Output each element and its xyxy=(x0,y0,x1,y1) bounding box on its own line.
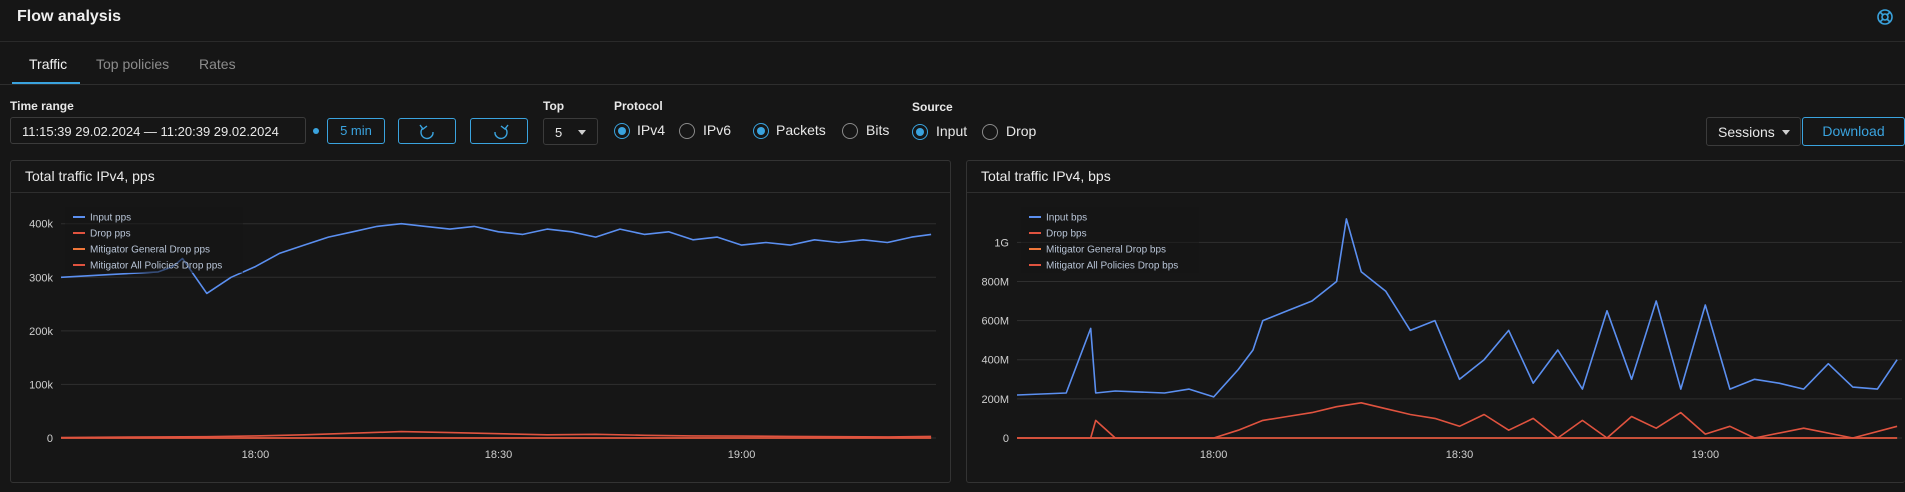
legend-entry: Input bps xyxy=(1046,213,1087,224)
series-line-1 xyxy=(60,430,932,439)
radio-input[interactable] xyxy=(912,124,928,140)
time-range-input[interactable]: 11:15:39 29.02.2024 — 11:20:39 29.02.202… xyxy=(10,117,306,144)
radio-bits-label: Bits xyxy=(866,122,890,138)
y-tick-label: 1G xyxy=(994,237,1009,249)
active-tab-indicator xyxy=(12,82,80,84)
app-header: Flow analysis xyxy=(0,0,1905,42)
panel-divider xyxy=(11,192,950,193)
chart-title: Total traffic IPv4, pps xyxy=(25,168,155,184)
legend-entry: Input pps xyxy=(90,213,131,224)
undo-button[interactable] xyxy=(398,118,456,144)
series-line-1 xyxy=(1017,402,1898,439)
y-tick-label: 200M xyxy=(981,394,1009,406)
chart-title: Total traffic IPv4, bps xyxy=(981,168,1111,184)
legend-entry: Mitigator General Drop pps xyxy=(90,245,210,256)
series-line-0 xyxy=(1016,218,1898,398)
radio-bits[interactable] xyxy=(842,123,858,139)
radio-drop-label: Drop xyxy=(1006,123,1037,139)
redo-icon xyxy=(494,124,509,140)
top-select-value: 5 xyxy=(555,125,563,140)
radio-ipv4-label: IPv4 xyxy=(637,122,666,138)
y-tick-label: 600M xyxy=(981,316,1009,328)
legend-entry: Mitigator All Policies Drop bps xyxy=(1046,261,1178,272)
source-label: Source xyxy=(912,100,953,114)
tab-bar: Traffic Top policies Rates xyxy=(0,43,1905,85)
series-line-0 xyxy=(60,222,932,295)
x-tick-label: 18:30 xyxy=(1446,449,1474,461)
x-tick-label: 18:00 xyxy=(242,449,270,461)
legend-entry: Drop bps xyxy=(1046,229,1087,240)
y-tick-label: 0 xyxy=(1003,433,1009,445)
x-tick-label: 19:00 xyxy=(1692,449,1720,461)
protocol-label: Protocol xyxy=(614,99,663,113)
x-tick-label: 18:00 xyxy=(1200,449,1228,461)
legend-box xyxy=(1021,207,1199,273)
sessions-dropdown[interactable]: Sessions xyxy=(1706,117,1801,146)
x-tick-label: 19:00 xyxy=(728,449,756,461)
chart-panel-bps: Total traffic IPv4, bps 0 200M 400M 600M 800… xyxy=(966,160,1905,483)
chart-pps-plot: 0 100k 200k 300k 400k 18:00 18:30 19:00 Input pp… xyxy=(29,207,936,461)
panel-divider xyxy=(967,192,1905,193)
legend-entry: Mitigator All Policies Drop pps xyxy=(90,261,222,272)
legend-entry: Drop pps xyxy=(90,229,131,240)
live-indicator-dot xyxy=(313,128,319,134)
radio-ipv4[interactable] xyxy=(614,123,630,139)
y-tick-label: 0 xyxy=(47,433,53,445)
radio-input-label: Input xyxy=(936,123,968,139)
radio-packets-label: Packets xyxy=(776,122,826,138)
y-tick-label: 300k xyxy=(29,272,53,284)
y-tick-label: 800M xyxy=(981,276,1009,288)
tab-top-policies[interactable]: Top policies xyxy=(96,56,170,72)
redo-button[interactable] xyxy=(470,118,528,144)
help-lifebuoy-icon[interactable] xyxy=(1876,8,1894,26)
chevron-down-icon xyxy=(1782,130,1790,135)
chevron-down-icon xyxy=(578,130,586,135)
sessions-label: Sessions xyxy=(1718,124,1775,140)
legend-box xyxy=(65,207,243,273)
chart-bps-plot: 0 200M 400M 600M 800M 1G 18:00 18:30 19:00 Input … xyxy=(981,207,1902,461)
y-tick-label: 400M xyxy=(981,355,1009,367)
radio-drop[interactable] xyxy=(982,124,998,140)
radio-ipv6[interactable] xyxy=(679,123,695,139)
tab-traffic[interactable]: Traffic xyxy=(29,56,68,72)
legend-entry: Mitigator General Drop bps xyxy=(1046,245,1166,256)
top-select[interactable]: 5 xyxy=(543,118,598,145)
y-tick-label: 400k xyxy=(29,219,53,231)
chart-panel-pps: Total traffic IPv4, pps 0 100k 200k 300k 400… xyxy=(10,160,951,483)
undo-icon xyxy=(419,124,434,140)
y-tick-label: 200k xyxy=(29,326,53,338)
time-range-label: Time range xyxy=(10,99,74,113)
top-label: Top xyxy=(543,99,565,113)
download-button[interactable]: Download xyxy=(1802,117,1905,146)
radio-ipv6-label: IPv6 xyxy=(703,122,732,138)
tab-rates[interactable]: Rates xyxy=(199,56,236,72)
radio-packets[interactable] xyxy=(753,123,769,139)
x-tick-label: 18:30 xyxy=(485,449,513,461)
page-title: Flow analysis xyxy=(17,8,122,25)
y-tick-label: 100k xyxy=(29,379,53,391)
interval-button[interactable]: 5 min xyxy=(327,118,385,144)
